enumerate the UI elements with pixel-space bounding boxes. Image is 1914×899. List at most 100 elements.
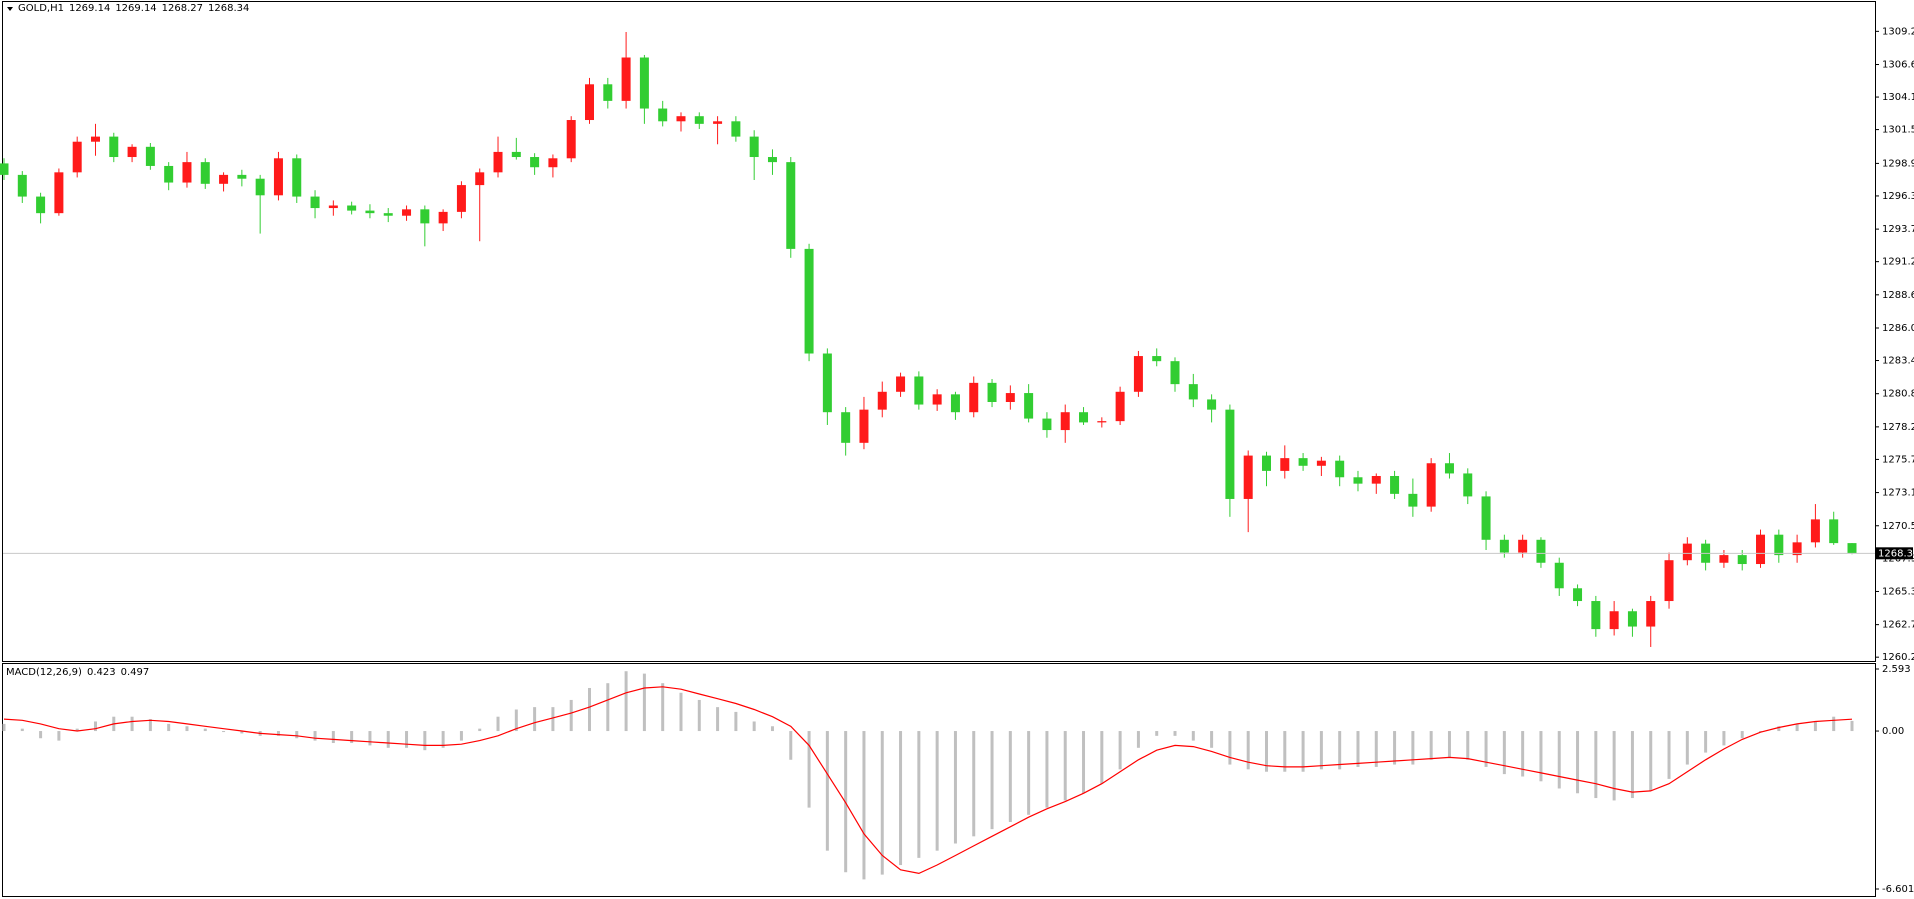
macd-bar (130, 716, 134, 732)
macd-bar (496, 716, 500, 732)
candle-body (1756, 534, 1766, 565)
macd-bar (624, 671, 628, 732)
candle-body (402, 209, 412, 216)
macd-bar (167, 723, 171, 732)
macd-panel-frame (2, 663, 1876, 897)
candle-body (1243, 455, 1253, 499)
y-tick-label: 1278.25 (1882, 422, 1914, 433)
macd-bar (1484, 731, 1488, 767)
candle-body (1518, 539, 1528, 553)
close-value: 1268.34 (208, 3, 250, 14)
candle-body (1829, 519, 1839, 544)
candle-body (237, 174, 247, 179)
candle-body (1627, 611, 1637, 627)
macd-bar (1576, 731, 1580, 794)
candle-body (1847, 543, 1857, 554)
candle-body (1481, 496, 1491, 540)
candle-body (1060, 412, 1070, 431)
candle-body (1664, 560, 1674, 602)
macd-bar (899, 731, 903, 866)
candle-body (1207, 399, 1217, 410)
candle-body (0, 163, 9, 175)
candle-body (1298, 458, 1308, 466)
y-tick-label: 1288.60 (1882, 290, 1914, 301)
candle-body (1042, 418, 1052, 431)
macd-bar (1466, 731, 1470, 760)
macd-bar (679, 692, 683, 732)
macd-bar (1722, 731, 1726, 746)
macd-bar (551, 707, 555, 732)
macd-bar (880, 731, 884, 875)
y-tick-label: 0.00 (1882, 726, 1904, 737)
y-tick-label: 1273.10 (1882, 488, 1914, 499)
macd-bar (1173, 731, 1177, 736)
candle-body (1316, 460, 1326, 466)
low-value: 1268.27 (161, 3, 204, 14)
macd-bar (1649, 731, 1653, 791)
candle-body (1463, 473, 1473, 497)
candle-body (1499, 539, 1509, 553)
candle-body (877, 391, 887, 410)
macd-bar (972, 731, 976, 837)
candle-body (127, 146, 137, 158)
macd-bar (1850, 720, 1854, 732)
candle-body (1810, 519, 1820, 543)
candle-body (1792, 542, 1802, 556)
candle-body (639, 57, 649, 109)
macd-bar (276, 731, 280, 736)
y-tick-label: 1283.45 (1882, 356, 1914, 367)
candle-body (72, 141, 82, 173)
candle-body (475, 172, 485, 186)
macd-bar (1704, 731, 1708, 753)
macd-bar (789, 731, 793, 760)
candle-body (347, 205, 357, 211)
candle-body (1609, 611, 1619, 630)
candle-body (1646, 601, 1656, 627)
macd-bar (2, 723, 6, 732)
candle-body (273, 158, 283, 196)
macd-bar (1191, 731, 1195, 741)
macd-bar (57, 731, 61, 741)
candle-body (17, 174, 27, 197)
candle-body (1573, 588, 1583, 602)
open-value: 1269.14 (68, 3, 111, 14)
y-tick-label: 2.593 (1882, 664, 1911, 675)
candle-body (36, 196, 46, 214)
y-tick-label: 1275.70 (1882, 454, 1914, 465)
macd-bar (697, 699, 701, 732)
candle-body (987, 382, 997, 402)
y-tick-label: 1291.20 (1882, 257, 1914, 268)
candle-body (200, 162, 210, 184)
macd-bar (1429, 731, 1433, 760)
candle-body (1133, 356, 1143, 392)
macd-bar (1027, 731, 1031, 815)
y-tick-label: 1301.55 (1882, 125, 1914, 136)
last-price-label: 1268.34 (1878, 548, 1914, 559)
macd-bar (148, 719, 152, 732)
y-tick-label: 1265.35 (1882, 586, 1914, 597)
candle-body (1170, 361, 1180, 385)
macd-bar (1740, 731, 1744, 739)
candle-body (1261, 455, 1271, 471)
candle-body (493, 151, 503, 173)
price-panel-frame (2, 1, 1876, 662)
candle-body (804, 248, 814, 354)
candle-body (511, 151, 521, 158)
candle-body (585, 84, 595, 121)
macd-bar (1301, 731, 1305, 772)
macd-bar (807, 731, 811, 808)
macd-bar (1045, 731, 1049, 808)
dropdown-arrow[interactable] (7, 7, 13, 11)
candle-body (694, 116, 704, 124)
candle-body (932, 394, 942, 405)
macd-bar (20, 728, 24, 732)
y-tick-label: 1286.00 (1882, 323, 1914, 334)
macd-bar (1228, 731, 1232, 765)
candle-body (328, 205, 338, 209)
candle-body (896, 376, 906, 392)
macd-bar (350, 731, 354, 744)
candle-body (219, 174, 229, 184)
candle-body (1390, 475, 1400, 494)
candle-body (1079, 412, 1089, 423)
y-tick-label: 1280.85 (1882, 389, 1914, 400)
